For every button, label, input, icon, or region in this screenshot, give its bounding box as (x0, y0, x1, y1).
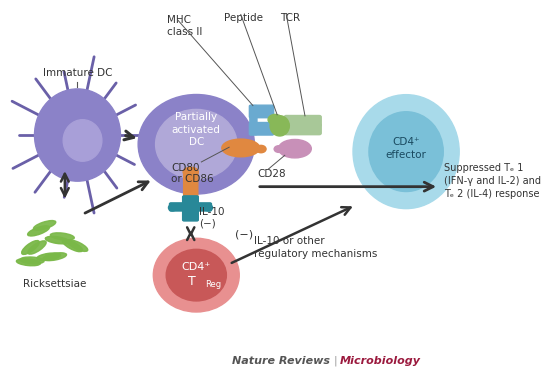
Ellipse shape (279, 139, 311, 158)
Ellipse shape (37, 253, 60, 261)
FancyBboxPatch shape (193, 203, 211, 211)
Ellipse shape (353, 95, 459, 208)
Ellipse shape (22, 241, 39, 254)
Ellipse shape (43, 253, 67, 261)
Ellipse shape (274, 146, 283, 152)
FancyBboxPatch shape (184, 170, 198, 199)
Ellipse shape (28, 226, 49, 236)
Ellipse shape (270, 116, 289, 136)
Ellipse shape (169, 204, 176, 211)
Text: CD28: CD28 (257, 169, 286, 179)
Text: CD4⁺: CD4⁺ (181, 262, 211, 272)
Text: CD4⁺
effector: CD4⁺ effector (386, 137, 427, 160)
FancyBboxPatch shape (314, 116, 321, 134)
FancyBboxPatch shape (249, 105, 274, 118)
FancyBboxPatch shape (284, 124, 321, 135)
Text: IL-10 or other
regulatory mechanisms: IL-10 or other regulatory mechanisms (254, 236, 378, 259)
Text: Peptide: Peptide (224, 13, 263, 23)
Ellipse shape (183, 167, 198, 176)
Text: Immature DC: Immature DC (43, 68, 112, 78)
Text: Suppressed Tₑ 1
(IFN-γ and IL-2) and
Tₑ 2 (IL-4) response: Suppressed Tₑ 1 (IFN-γ and IL-2) and Tₑ … (444, 163, 541, 199)
Ellipse shape (155, 109, 237, 179)
Ellipse shape (138, 95, 254, 194)
Ellipse shape (20, 257, 44, 264)
FancyBboxPatch shape (250, 106, 257, 135)
Text: (−): (−) (235, 230, 254, 239)
Ellipse shape (63, 240, 82, 252)
Ellipse shape (222, 139, 260, 157)
Ellipse shape (369, 112, 443, 192)
FancyBboxPatch shape (249, 123, 274, 135)
Text: IL-10
(−): IL-10 (−) (199, 207, 224, 229)
Text: Reg: Reg (205, 280, 221, 289)
Ellipse shape (67, 240, 88, 251)
Text: T: T (188, 275, 196, 288)
Ellipse shape (204, 204, 213, 211)
Ellipse shape (46, 236, 69, 244)
Ellipse shape (17, 259, 41, 266)
Text: Nature Reviews: Nature Reviews (232, 356, 330, 366)
Text: CD80
or CD86: CD80 or CD86 (171, 163, 214, 184)
FancyBboxPatch shape (169, 203, 188, 211)
Ellipse shape (153, 238, 239, 312)
Text: Ricksettsiae: Ricksettsiae (23, 279, 87, 289)
Ellipse shape (33, 221, 56, 230)
Text: Microbiology: Microbiology (340, 356, 421, 366)
Text: Partially
activated
DC: Partially activated DC (172, 112, 221, 147)
Text: MHC
class II: MHC class II (168, 15, 203, 37)
Text: TCR: TCR (280, 13, 300, 23)
FancyBboxPatch shape (284, 115, 321, 127)
Ellipse shape (51, 233, 74, 240)
Ellipse shape (166, 249, 226, 301)
Text: |: | (334, 356, 337, 366)
Ellipse shape (256, 146, 266, 153)
Ellipse shape (63, 120, 102, 161)
Ellipse shape (34, 89, 120, 181)
FancyBboxPatch shape (183, 196, 198, 221)
Ellipse shape (28, 241, 46, 254)
Ellipse shape (268, 114, 282, 125)
